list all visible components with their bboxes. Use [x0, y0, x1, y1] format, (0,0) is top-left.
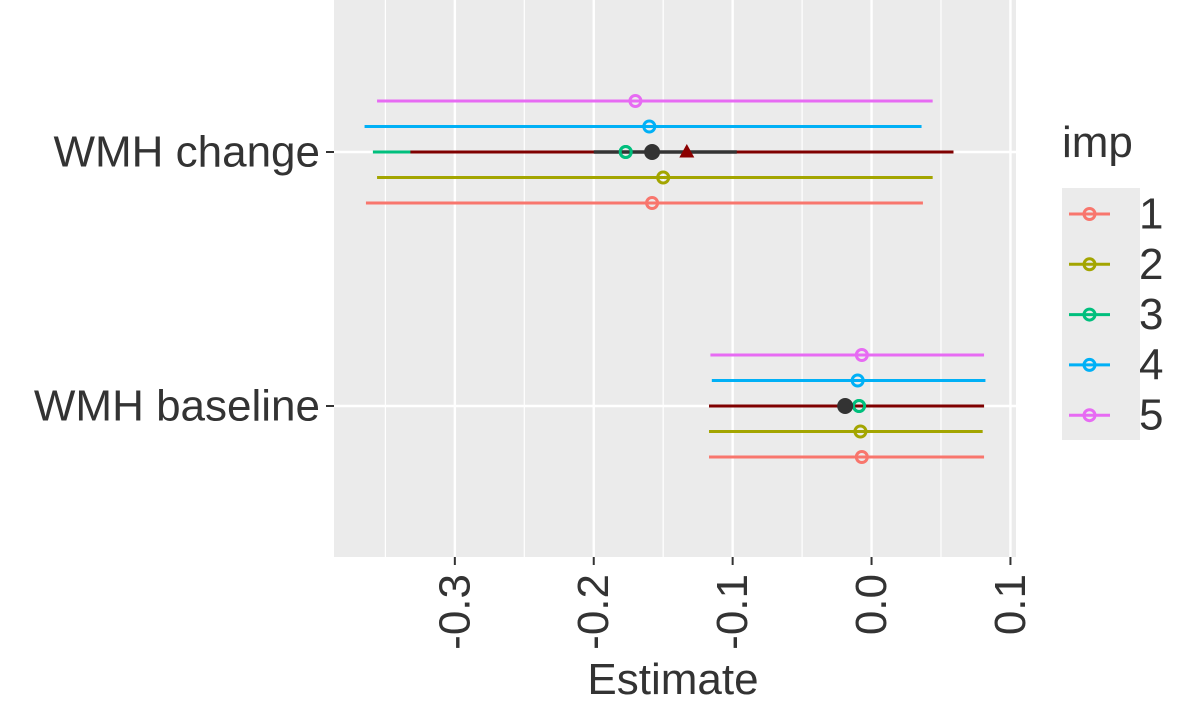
x-tick-label: 0.0 [847, 574, 896, 635]
pooled-point-estimate [644, 144, 661, 160]
legend-label: 3 [1139, 290, 1163, 339]
x-axis: -0.3 -0.2 -0.1 0.0 0.1 [430, 557, 1035, 650]
panel-background [334, 0, 1016, 557]
point-estimate-imp-3 [852, 399, 867, 413]
x-tick-label: -0.1 [708, 574, 757, 650]
point-estimate-imp-1 [854, 450, 869, 464]
legend-title: imp [1062, 118, 1133, 167]
legend-key-point [1082, 207, 1097, 221]
point-estimate-imp-3 [618, 145, 633, 159]
legend-key-point [1082, 257, 1097, 272]
legend-key-point [1082, 307, 1097, 322]
y-tick-label: WMH change [53, 128, 320, 177]
point-estimate-imp-5 [628, 94, 643, 108]
y-axis: WMH change WMH baseline [34, 128, 334, 431]
x-axis-title: Estimate [587, 655, 758, 704]
point-estimate-imp-4 [642, 119, 657, 134]
legend-label: 1 [1139, 190, 1163, 239]
legend-label: 5 [1139, 391, 1163, 440]
x-tick-label: -0.2 [569, 574, 618, 650]
legend-key-point [1082, 408, 1097, 423]
x-tick-label: 0.1 [986, 574, 1035, 635]
point-estimate-imp-4 [850, 373, 865, 388]
point-estimate-imp-2 [656, 170, 671, 185]
legend-key-point [1082, 357, 1097, 372]
y-tick-label: WMH baseline [34, 382, 320, 431]
x-tick-label: -0.3 [430, 574, 479, 650]
reference-triangle [679, 144, 695, 158]
point-estimate-imp-5 [854, 348, 869, 362]
legend-label: 2 [1139, 240, 1163, 289]
pooled-point-estimate [837, 398, 854, 414]
data-marks [364, 94, 986, 464]
point-estimate-imp-1 [645, 196, 660, 210]
legend-label: 4 [1139, 340, 1163, 389]
point-estimate-imp-2 [853, 424, 868, 439]
